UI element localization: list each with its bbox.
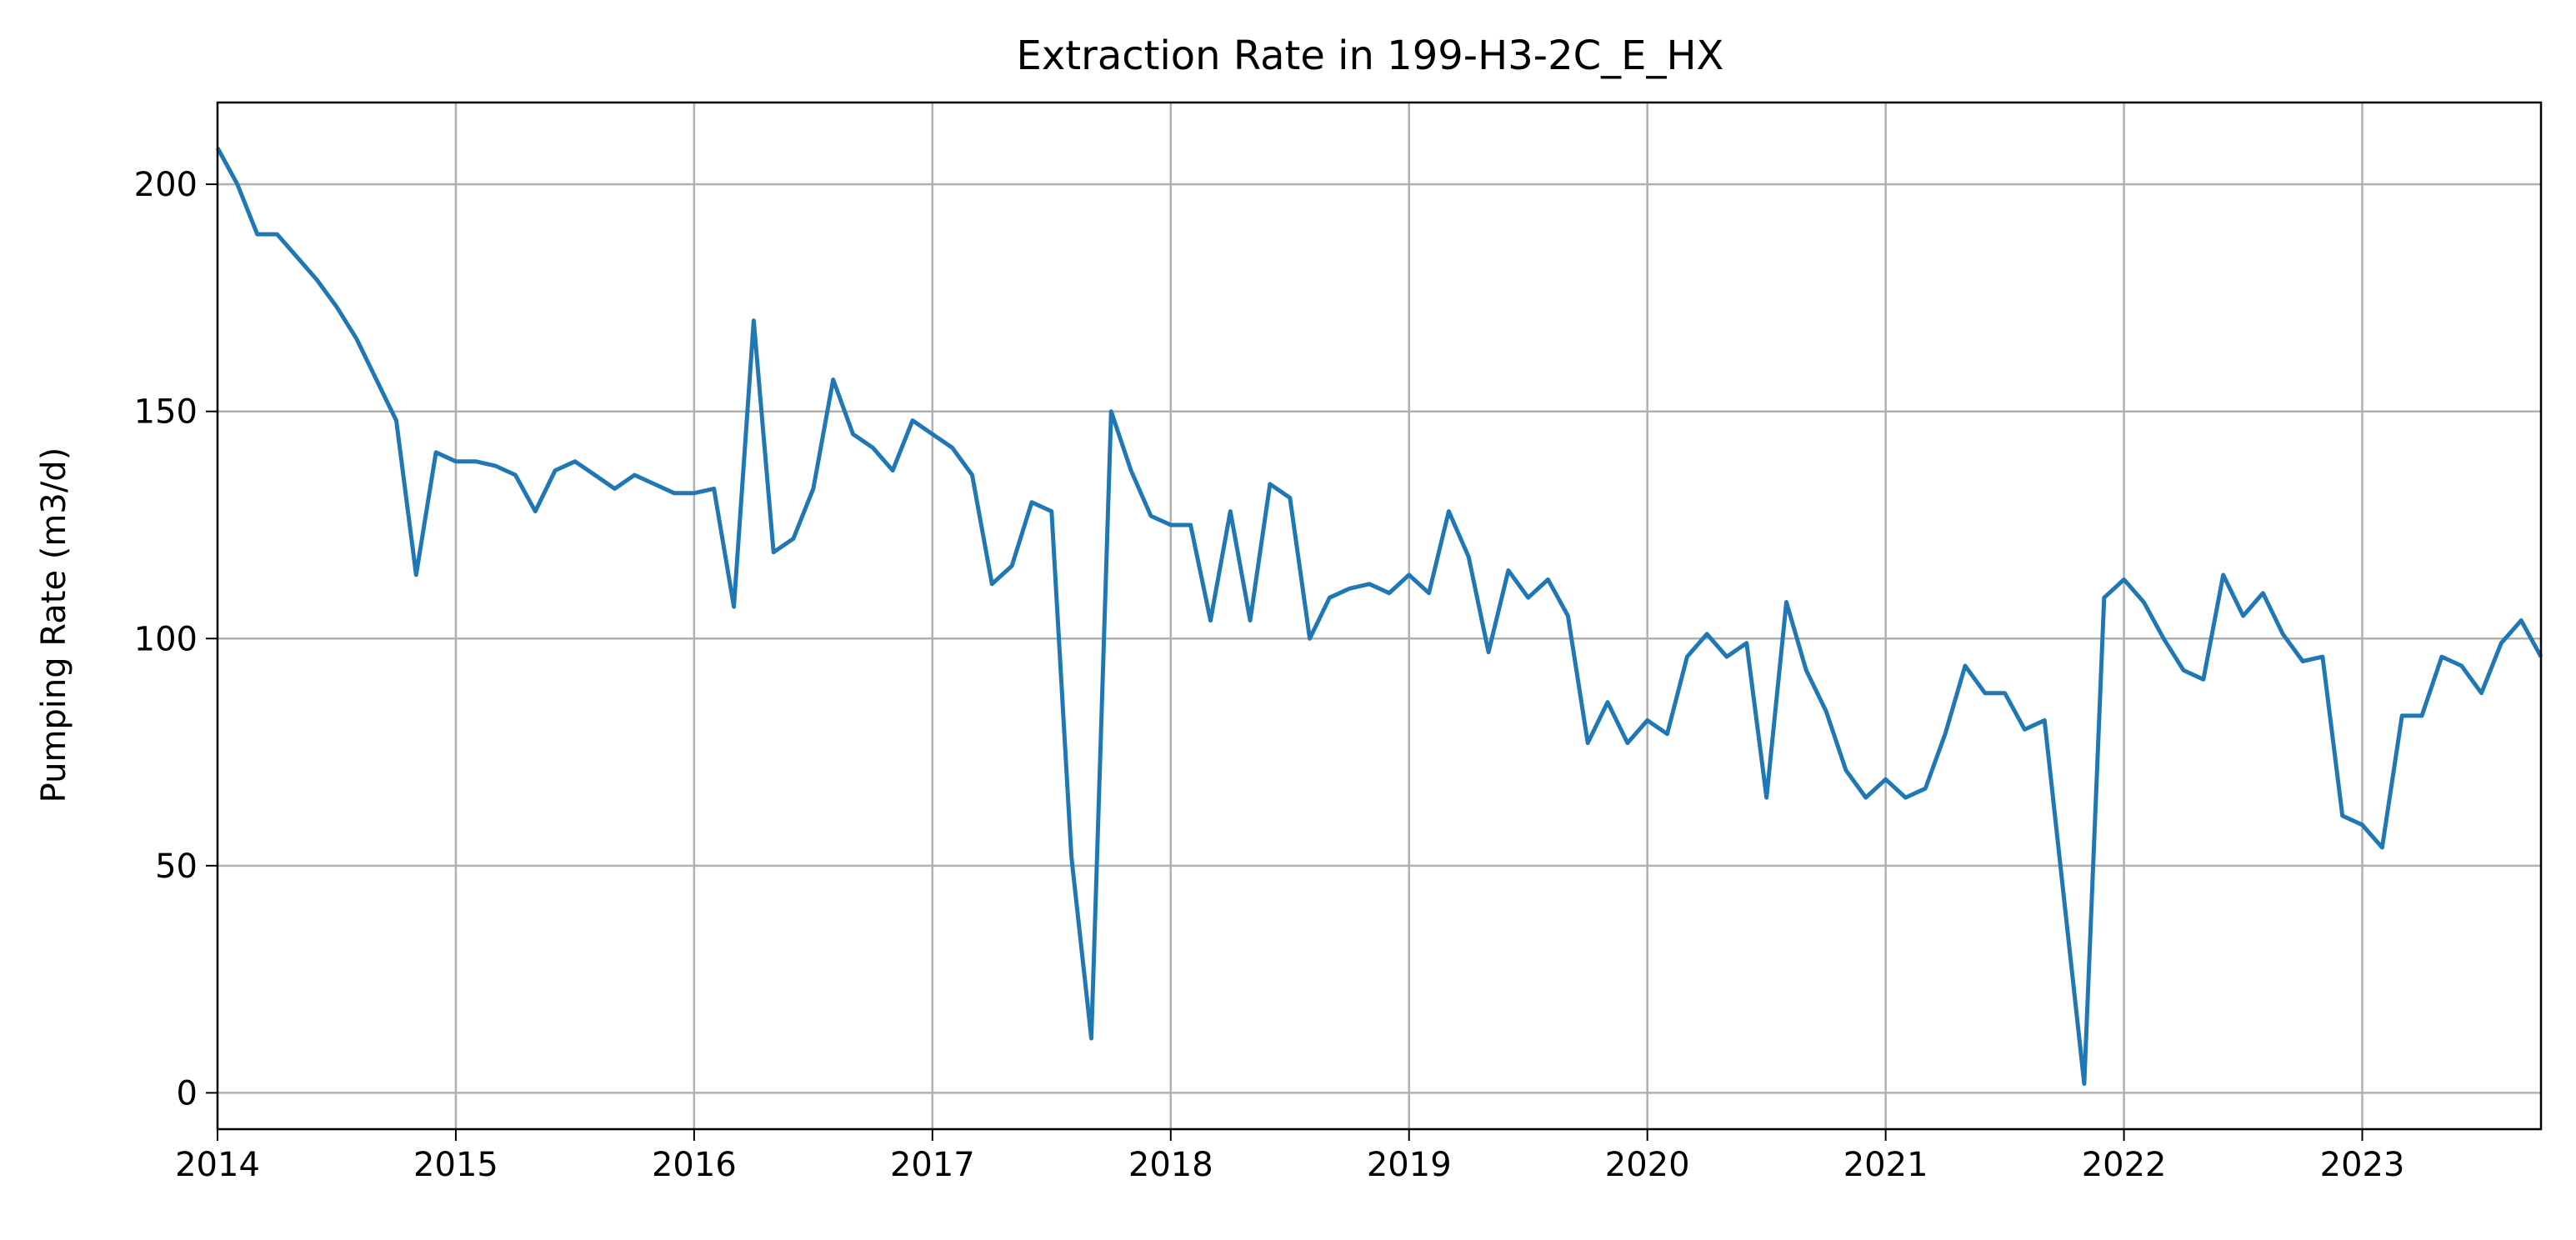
x-tick-label: 2014 — [175, 1146, 260, 1184]
y-tick-label: 50 — [155, 848, 198, 886]
x-axis: 2014 2015 2016 2017 2018 2019 2020 2021 2022 2023 — [175, 1129, 2404, 1184]
chart-title: Extraction Rate in 199-H3-2C_E_HX — [1017, 32, 1724, 79]
series-line — [215, 147, 2543, 1086]
y-tick-label: 0 — [177, 1074, 198, 1112]
y-axis-title: Pumping Rate (m3/d) — [35, 448, 73, 803]
x-tick-label: 2019 — [1367, 1146, 1452, 1184]
grid — [218, 102, 2541, 1129]
plot-area — [215, 147, 2543, 1086]
x-tick-label: 2015 — [413, 1146, 498, 1184]
y-tick-label: 100 — [134, 620, 198, 658]
x-tick-label: 2020 — [1605, 1146, 1690, 1184]
y-tick-label: 150 — [134, 393, 198, 432]
x-tick-label: 2017 — [890, 1146, 975, 1184]
plot-frame — [216, 101, 2543, 1131]
x-tick-label: 2016 — [652, 1146, 737, 1184]
x-tick-label: 2018 — [1128, 1146, 1213, 1184]
x-tick-label: 2022 — [2082, 1146, 2167, 1184]
x-tick-label: 2023 — [2320, 1146, 2405, 1184]
y-tick-label: 200 — [134, 166, 198, 204]
x-tick-label: 2021 — [1843, 1146, 1928, 1184]
y-axis: 0 50 100 150 200 — [134, 166, 218, 1112]
